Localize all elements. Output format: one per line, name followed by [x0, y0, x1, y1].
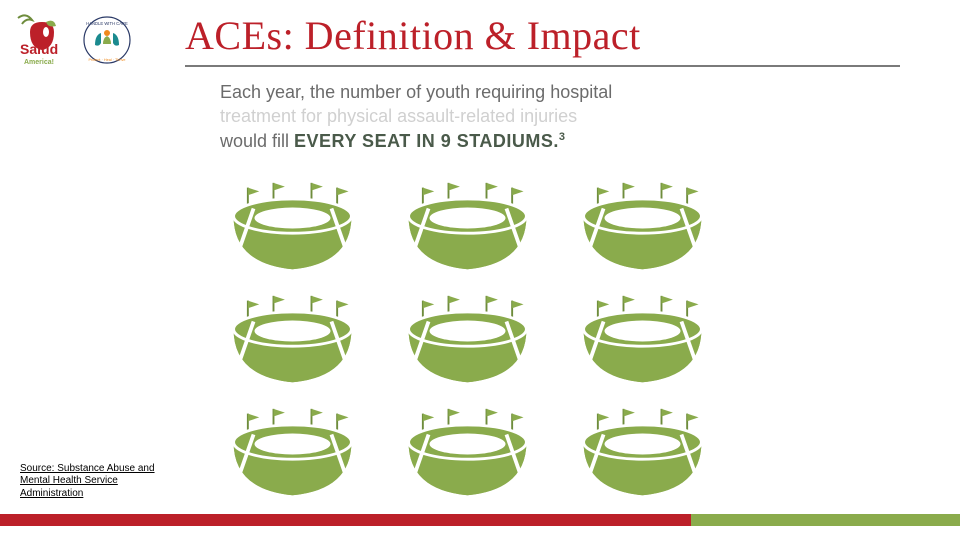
stadium-icon	[395, 406, 540, 501]
svg-text:America!: America!	[24, 59, 54, 66]
infographic-highlight: EVERY SEAT IN 9 STADIUMS.	[294, 131, 559, 151]
slide: Salud America! HANDLE WITH CARE Protect …	[0, 0, 960, 540]
stadium-icon	[220, 406, 365, 501]
infographic-text: Each year, the number of youth requiring…	[220, 80, 740, 153]
stadium-icon	[570, 406, 715, 501]
logo-row: Salud America! HANDLE WITH CARE Protect …	[12, 10, 132, 70]
svg-text:Salud: Salud	[20, 41, 58, 57]
infographic-line-1: Each year, the number of youth requiring…	[220, 80, 740, 104]
stadium-icon	[220, 293, 365, 388]
footer-bar-left	[0, 514, 691, 526]
svg-text:Protect · Heal · Thrive: Protect · Heal · Thrive	[88, 58, 125, 62]
slide-title: ACEs: Definition & Impact	[185, 12, 900, 67]
source-citation: Source: Substance Abuse and Mental Healt…	[20, 463, 170, 501]
footer-bar-right	[691, 514, 960, 526]
infographic-line-3-prefix: would fill	[220, 131, 294, 151]
stadium-grid	[220, 180, 715, 501]
footer-accent-bar	[0, 514, 960, 526]
stadium-icon	[570, 293, 715, 388]
salud-america-logo: Salud America!	[12, 10, 72, 70]
infographic-line-2: treatment for physical assault-related i…	[220, 104, 740, 128]
infographic-line-3: would fill EVERY SEAT IN 9 STADIUMS.3	[220, 129, 740, 153]
stadium-icon	[395, 293, 540, 388]
stadium-icon	[395, 180, 540, 275]
stadium-icon	[220, 180, 365, 275]
stadium-icon	[570, 180, 715, 275]
svg-text:HANDLE WITH CARE: HANDLE WITH CARE	[86, 21, 128, 26]
handle-with-care-logo: HANDLE WITH CARE Protect · Heal · Thrive	[82, 15, 132, 65]
infographic-footnote-ref: 3	[559, 131, 566, 143]
